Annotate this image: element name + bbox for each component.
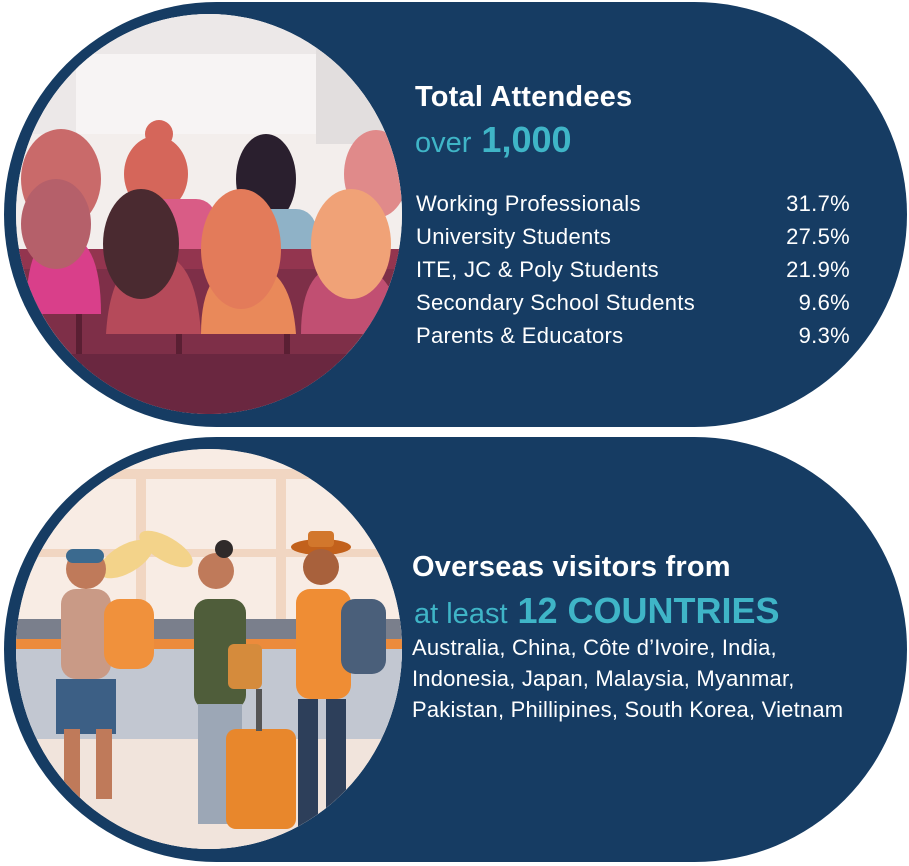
category-label: Secondary School Students	[416, 290, 696, 315]
visitors-count: 12 COUNTRIES	[517, 590, 780, 631]
category-label: Parents & Educators	[416, 323, 624, 348]
list-item: Secondary School Students 9.6%	[416, 286, 850, 319]
audience-illustration-graphic	[16, 14, 402, 414]
attendee-breakdown-list: Working Professionals 31.7% University S…	[416, 187, 850, 352]
attendees-count: 1,000	[481, 119, 572, 160]
audience-illustration	[16, 14, 402, 414]
list-item: Working Professionals 31.7%	[416, 187, 850, 220]
attendees-title: Total Attendees	[415, 81, 633, 113]
visitors-panel: Overseas visitors from at least 12 COUNTR…	[4, 437, 907, 862]
category-percent: 21.9%	[786, 257, 850, 282]
category-label: University Students	[416, 224, 612, 249]
visitors-title: Overseas visitors from	[412, 551, 731, 583]
list-item: ITE, JC & Poly Students 21.9%	[416, 253, 850, 286]
category-percent: 27.5%	[786, 224, 850, 249]
category-percent: 31.7%	[786, 191, 850, 216]
countries-list: Australia, China, Côte d’Ivoire, India, …	[412, 635, 844, 722]
category-label: Working Professionals	[416, 191, 641, 216]
visitors-prefix: at least	[414, 598, 508, 630]
category-percent: 9.6%	[798, 290, 850, 315]
travelers-illustration-graphic	[16, 449, 402, 849]
visitors-total: at least 12 COUNTRIES	[414, 590, 780, 632]
travelers-illustration	[16, 449, 402, 849]
attendees-total: over 1,000	[415, 119, 572, 161]
list-item: Parents & Educators 9.3%	[416, 319, 850, 352]
attendees-prefix: over	[415, 127, 472, 159]
category-label: ITE, JC & Poly Students	[416, 257, 659, 282]
list-item: University Students 27.5%	[416, 220, 850, 253]
category-percent: 9.3%	[798, 323, 850, 348]
